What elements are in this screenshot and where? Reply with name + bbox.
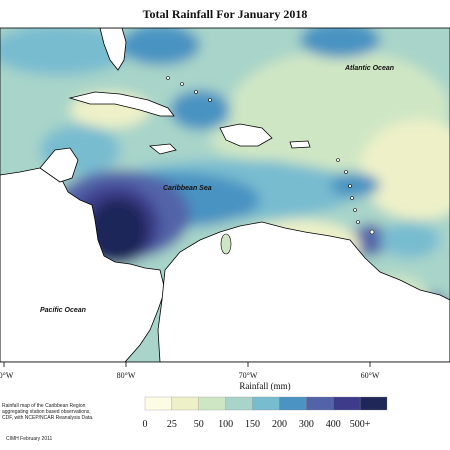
legend-swatch xyxy=(171,396,199,411)
legend-swatch xyxy=(144,396,173,411)
legend-tick-label: 50 xyxy=(194,419,204,430)
legend-tick-label: 25 xyxy=(167,419,177,430)
lon-label-80w: 80°W xyxy=(117,371,136,380)
legend-tick-label: 100 xyxy=(218,419,233,430)
lake-maracaibo xyxy=(220,233,232,255)
map-border xyxy=(0,27,450,363)
longitude-axis: 90°W 80°W 70°W 60°W xyxy=(0,362,380,380)
source-note: Rainfall map of the Caribbean Region agg… xyxy=(2,403,93,421)
map-title: Total Rainfall For January 2018 xyxy=(142,7,308,21)
lon-label-90w: 90°W xyxy=(0,371,14,380)
legend-swatch xyxy=(279,396,307,411)
legend-tick-label: 300 xyxy=(299,419,314,430)
source-note-line2: aggregating station based observations, xyxy=(2,409,91,415)
atlantic-ocean-label: Atlantic Ocean xyxy=(344,65,394,72)
lon-label-60w: 60°W xyxy=(361,371,380,380)
legend-swatch xyxy=(198,396,226,411)
legend-swatch xyxy=(333,396,361,411)
legend-swatch xyxy=(306,396,334,411)
caribbean-sea-label: Caribbean Sea xyxy=(163,185,212,192)
legend-swatch xyxy=(225,396,253,411)
legend-tick-label: 200 xyxy=(272,419,287,430)
legend-tick-label: 150 xyxy=(245,419,260,430)
lesser-antilles xyxy=(166,76,375,235)
source-note-line1: Rainfall map of the Caribbean Region xyxy=(2,403,86,409)
legend: Rainfall (mm) 0 25 50 100 150 200 300 400 500+ xyxy=(143,381,388,430)
pacific-ocean-label: Pacific Ocean xyxy=(40,307,86,314)
source-note-line3: CDF, with NCEP/NCAR Reanalysis Data. xyxy=(2,415,94,421)
lon-label-70w: 70°W xyxy=(239,371,258,380)
legend-swatch xyxy=(252,396,280,411)
legend-tick-label: 400 xyxy=(326,419,341,430)
credit-note: CIMH February 2011 xyxy=(6,436,53,442)
landmasses xyxy=(0,28,450,362)
legend-tick-label: 0 xyxy=(143,419,148,430)
legend-title: Rainfall (mm) xyxy=(239,381,290,391)
legend-swatch xyxy=(359,396,388,411)
legend-tick-label: 500+ xyxy=(350,419,371,430)
